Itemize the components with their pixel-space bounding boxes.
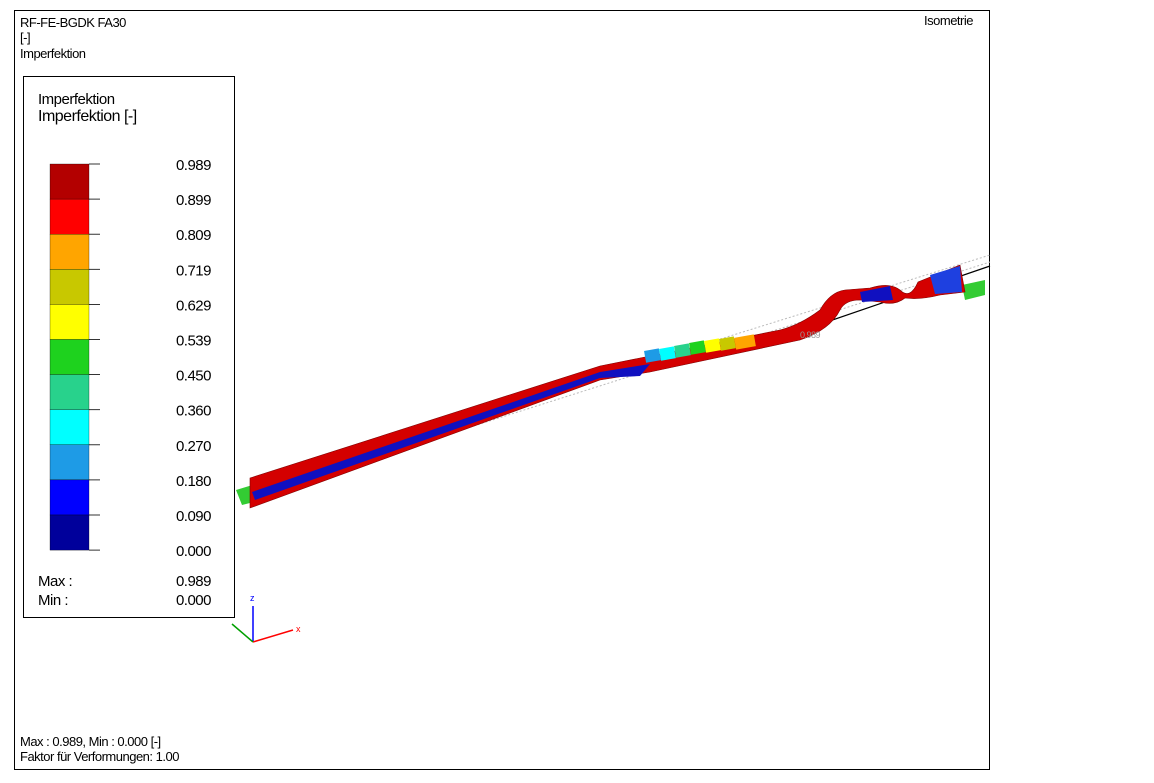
legend-swatch bbox=[49, 374, 90, 410]
header-line: [-] bbox=[20, 30, 30, 45]
legend-value: 0.899 bbox=[176, 192, 211, 209]
beam-segment bbox=[659, 346, 676, 361]
beam-segment bbox=[930, 266, 962, 294]
legend-value: 0.809 bbox=[176, 227, 211, 244]
beam-segment bbox=[734, 334, 756, 350]
beam-segment bbox=[689, 340, 706, 355]
legend-value: 0.450 bbox=[176, 368, 211, 385]
beam-segment bbox=[704, 338, 721, 353]
legend-value: 0.360 bbox=[176, 403, 211, 420]
beam-segment bbox=[674, 343, 691, 358]
footer-line: Faktor für Verformungen: 1.00 bbox=[20, 749, 179, 764]
min-label: Min : bbox=[38, 592, 68, 609]
legend-swatch bbox=[49, 409, 90, 445]
axis-triad: z x bbox=[231, 593, 302, 643]
axis-z-label: z bbox=[250, 593, 255, 603]
legend-value: 0.180 bbox=[176, 473, 211, 490]
legend-swatch bbox=[49, 479, 90, 516]
legend-scale: 0.989 0.899 0.809 0.719 0.629 0.539 0.450 0.360… bbox=[49, 157, 212, 560]
legend-swatch bbox=[49, 163, 90, 200]
legend-swatch bbox=[49, 234, 90, 270]
legend-value: 0.270 bbox=[176, 438, 211, 455]
legend-swatch bbox=[49, 269, 90, 305]
legend-value: 0.629 bbox=[176, 297, 211, 314]
legend-value: 0.000 bbox=[176, 543, 211, 560]
legend-value: 0.539 bbox=[176, 333, 211, 350]
min-value: 0.000 bbox=[176, 592, 211, 609]
legend-swatch bbox=[49, 304, 90, 340]
legend-swatch bbox=[49, 444, 90, 481]
legend-subtitle: Imperfektion [-] bbox=[38, 108, 137, 125]
axis-x bbox=[252, 629, 294, 643]
beam-segment bbox=[860, 286, 893, 302]
legend-title: Imperfektion bbox=[38, 91, 115, 108]
support bbox=[962, 280, 985, 300]
view-label: Isometrie bbox=[924, 13, 973, 28]
beam-surface bbox=[249, 264, 966, 509]
legend-swatch bbox=[49, 514, 90, 551]
header-line: RF-FE-BGDK FA30 bbox=[20, 15, 126, 30]
marker-label: 0.989 bbox=[800, 330, 821, 340]
header-line: Imperfektion bbox=[20, 46, 86, 61]
beam-segment bbox=[719, 336, 736, 351]
max-label: Max : bbox=[38, 573, 72, 590]
max-value: 0.989 bbox=[176, 573, 211, 590]
legend-swatch bbox=[49, 339, 90, 375]
footer-line: Max : 0.989, Min : 0.000 [-] bbox=[20, 734, 161, 749]
beam-segment bbox=[644, 348, 661, 363]
legend-value: 0.989 bbox=[176, 157, 211, 174]
beam-stripe bbox=[252, 364, 650, 500]
axis-x-label: x bbox=[296, 624, 301, 634]
legend-value: 0.090 bbox=[176, 508, 211, 525]
legend-value: 0.719 bbox=[176, 262, 211, 279]
beam-model: 0.989 bbox=[236, 254, 991, 509]
axis-y bbox=[231, 623, 254, 643]
legend-swatch bbox=[49, 198, 90, 235]
